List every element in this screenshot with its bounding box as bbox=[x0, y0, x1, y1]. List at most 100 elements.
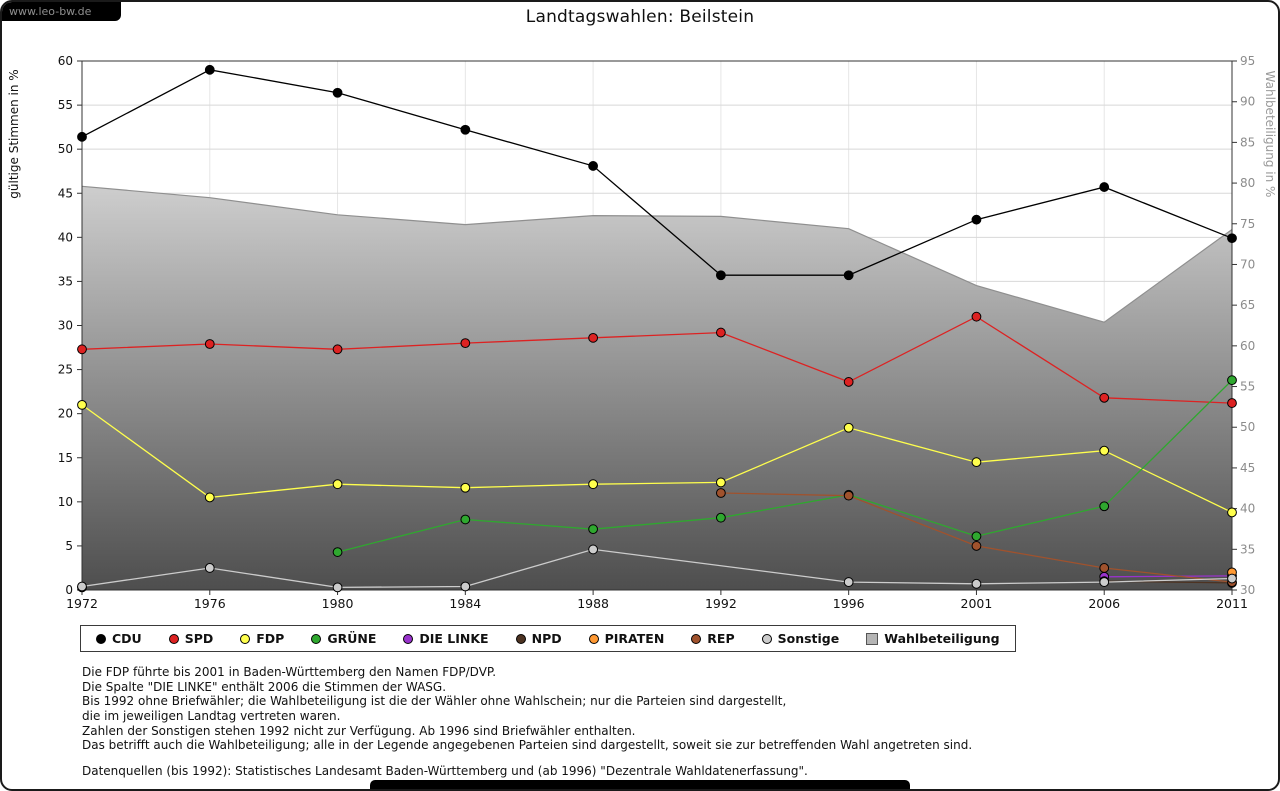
data-point-spd bbox=[1227, 398, 1237, 408]
y-right-tick-label: 40 bbox=[1240, 502, 1255, 516]
legend-label: CDU bbox=[112, 631, 142, 646]
data-point-spd bbox=[1099, 392, 1110, 403]
legend-label: FDP bbox=[256, 631, 285, 646]
y-left-tick-label: 5 bbox=[65, 539, 73, 553]
data-point-grüne bbox=[1099, 501, 1110, 512]
chart-title: Landtagswahlen: Beilstein bbox=[525, 7, 755, 27]
y-right-tick-label: 60 bbox=[1240, 339, 1255, 353]
circle-marker-icon bbox=[240, 633, 251, 644]
x-tick-label: 1988 bbox=[577, 596, 609, 611]
data-point-spd bbox=[715, 327, 726, 338]
y-right-tick-label: 35 bbox=[1240, 542, 1255, 556]
y-left-tick-label: 0 bbox=[65, 583, 73, 597]
data-point-cdu bbox=[843, 270, 854, 281]
data-point-grüne bbox=[1227, 375, 1237, 386]
x-tick-label: 1976 bbox=[194, 596, 226, 611]
data-point-fdp bbox=[715, 477, 726, 488]
data-source-note: Datenquellen (bis 1992): Statistisches L… bbox=[82, 764, 808, 778]
chart-legend: CDU SPD FDP GRÜNE DIE LINKE NPD PIRATEN REP Sons… bbox=[80, 625, 1016, 652]
y-left-tick-label: 10 bbox=[58, 495, 73, 509]
square-marker-icon bbox=[866, 632, 879, 645]
legend-label: DIE LINKE bbox=[419, 631, 489, 646]
y-left-tick-label: 35 bbox=[58, 274, 73, 288]
y-left-axis-title: gültige Stimmen in % bbox=[7, 69, 21, 198]
y-right-axis-title: Wahlbeteiligung in % bbox=[1263, 71, 1277, 198]
legend-label: GRÜNE bbox=[327, 631, 377, 646]
legend-item-die-linke: DIE LINKE bbox=[403, 631, 489, 646]
data-point-cdu bbox=[715, 270, 726, 281]
chart-footnotes: Die FDP führte bis 2001 in Baden-Württem… bbox=[82, 665, 973, 753]
data-point-fdp bbox=[204, 492, 215, 503]
y-right-tick-label: 50 bbox=[1240, 420, 1255, 434]
legend-label: SPD bbox=[184, 631, 214, 646]
x-tick-label: 2006 bbox=[1088, 596, 1120, 611]
y-left-tick-label: 45 bbox=[58, 186, 73, 200]
y-right-tick-label: 30 bbox=[1240, 583, 1255, 597]
y-left-tick-label: 25 bbox=[58, 363, 73, 377]
data-point-fdp bbox=[332, 479, 343, 490]
x-tick-label: 1972 bbox=[66, 596, 98, 611]
data-point-fdp bbox=[77, 399, 87, 410]
x-tick-label: 1980 bbox=[322, 596, 354, 611]
series-sonstige bbox=[77, 544, 1237, 593]
circle-marker-icon bbox=[311, 633, 322, 644]
y-left-tick-label: 60 bbox=[58, 54, 73, 68]
x-tick-label: 2001 bbox=[961, 596, 993, 611]
data-point-sonstige bbox=[332, 582, 343, 593]
data-point-spd bbox=[843, 377, 854, 387]
y-right-tick-label: 95 bbox=[1240, 54, 1255, 68]
y-left-tick-label: 15 bbox=[58, 451, 73, 465]
data-point-grüne bbox=[588, 524, 599, 535]
series-grüne bbox=[332, 375, 1237, 557]
data-point-cdu bbox=[1227, 233, 1237, 244]
data-point-rep bbox=[971, 541, 982, 551]
data-point-rep bbox=[715, 488, 726, 498]
data-point-cdu bbox=[204, 64, 215, 75]
data-point-fdp bbox=[460, 482, 471, 493]
data-point-fdp bbox=[1099, 445, 1110, 456]
x-tick-label: 1984 bbox=[449, 596, 481, 611]
series-rep bbox=[715, 488, 1237, 587]
x-tick-label: 1992 bbox=[705, 596, 737, 611]
data-point-fdp bbox=[971, 457, 982, 468]
circle-marker-icon bbox=[761, 633, 772, 644]
y-right-tick-label: 55 bbox=[1240, 380, 1255, 394]
circle-marker-icon bbox=[168, 633, 179, 644]
legend-item-fdp: FDP bbox=[240, 631, 284, 646]
circle-marker-icon bbox=[691, 633, 702, 644]
legend-item-rep: REP bbox=[691, 631, 735, 646]
legend-item-wahlbeteiligung: Wahlbeteiligung bbox=[866, 631, 1000, 646]
x-tick-label: 1996 bbox=[833, 596, 865, 611]
data-point-rep bbox=[1099, 563, 1110, 573]
legend-label: PIRATEN bbox=[604, 631, 665, 646]
legend-label: REP bbox=[707, 631, 735, 646]
legend-item-piraten: PIRATEN bbox=[588, 631, 665, 646]
data-point-grüne bbox=[460, 514, 471, 525]
y-left-tick-label: 50 bbox=[58, 142, 73, 156]
series-spd bbox=[77, 311, 1237, 408]
legend-label: Sonstige bbox=[777, 631, 840, 646]
y-left-tick-label: 40 bbox=[58, 230, 73, 244]
data-point-grüne bbox=[332, 547, 343, 557]
data-point-sonstige bbox=[1099, 577, 1110, 587]
election-line-chart: 0 5 10 15 20 25 30 35 40 45 50 55 60 30 35 40 45 50 55 60 65… bbox=[7, 54, 1277, 611]
data-point-fdp bbox=[843, 422, 854, 433]
bottom-decoration-bar bbox=[370, 780, 910, 789]
legend-item-npd: NPD bbox=[515, 631, 562, 646]
data-point-spd bbox=[332, 344, 343, 355]
data-point-cdu bbox=[460, 124, 471, 135]
legend-item-cdu: CDU bbox=[96, 631, 142, 646]
data-point-fdp bbox=[588, 479, 599, 490]
y-right-tick-label: 70 bbox=[1240, 257, 1255, 271]
data-point-spd bbox=[588, 332, 599, 343]
data-point-spd bbox=[971, 311, 982, 322]
data-point-cdu bbox=[971, 214, 982, 225]
turnout-area bbox=[82, 186, 1232, 591]
y-left-tick-label: 55 bbox=[58, 98, 73, 112]
data-point-grüne bbox=[971, 531, 982, 542]
circle-marker-icon bbox=[403, 633, 414, 644]
data-point-cdu bbox=[588, 161, 599, 171]
data-point-cdu bbox=[77, 131, 87, 142]
data-point-fdp bbox=[1227, 507, 1237, 518]
